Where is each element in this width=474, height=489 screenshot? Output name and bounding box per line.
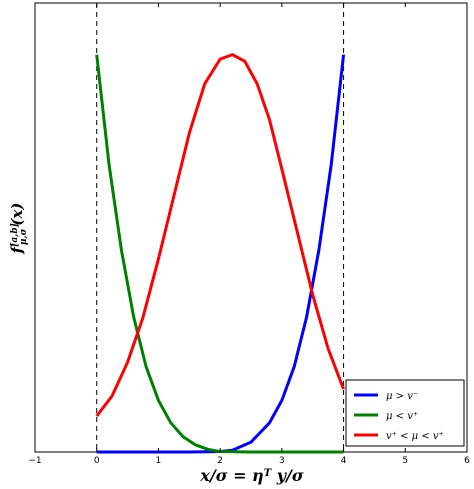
legend-label-0: μ > v⁻ bbox=[386, 391, 418, 402]
x-tick-label-2: 1 bbox=[156, 456, 162, 466]
y-axis-label: f[a,b]μ,σ(x) bbox=[8, 203, 29, 255]
x-tick-label-3: 2 bbox=[217, 456, 223, 466]
x-tick-label-7: 6 bbox=[464, 456, 470, 466]
x-tick-label-4: 3 bbox=[279, 456, 285, 466]
series-line-1 bbox=[95, 54, 344, 454]
series-line-2 bbox=[95, 53, 345, 417]
vertical-reference-lines bbox=[96, 3, 345, 452]
legend: μ > v⁻ μ < v⁺ v⁺ < μ < v⁺ bbox=[345, 379, 465, 447]
x-tick-label-1: 0 bbox=[94, 456, 100, 466]
x-tick-label-0: −1 bbox=[28, 456, 41, 466]
x-ticks: −1 0 1 2 3 4 5 6 bbox=[28, 3, 470, 466]
x-axis-label: x/σ = ηT y/σ bbox=[199, 466, 304, 485]
series-layer bbox=[95, 53, 346, 454]
legend-label-1: μ < v⁺ bbox=[386, 411, 418, 422]
x-tick-label-5: 4 bbox=[341, 456, 347, 466]
series-line-0 bbox=[96, 54, 346, 454]
legend-label-2: v⁺ < μ < v⁺ bbox=[386, 431, 444, 442]
x-tick-label-6: 5 bbox=[402, 456, 408, 466]
